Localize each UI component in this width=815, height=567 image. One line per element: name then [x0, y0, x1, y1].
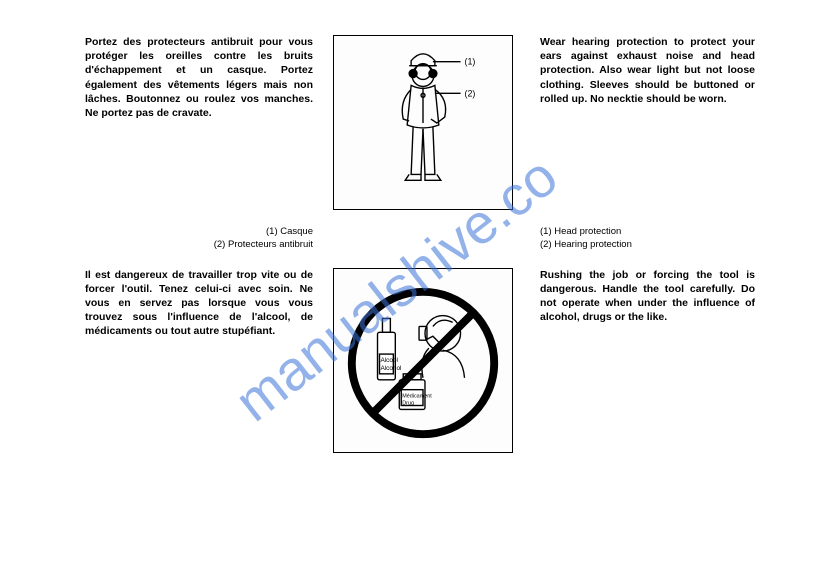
caption-en-2: (2) Hearing protection — [540, 239, 755, 252]
svg-text:Drug: Drug — [402, 400, 414, 406]
figure-2-prohibition: Alcool Alcohol Médicament Drug — [333, 268, 513, 453]
caption-fr-2: (2) Protecteurs antibruit — [85, 239, 313, 252]
section-2: Il est dangereux de travailler trop vite… — [85, 268, 755, 453]
figure-1-worker: (1) (2) — [333, 35, 513, 210]
svg-text:Alcohol: Alcohol — [380, 365, 401, 372]
section2-french-text: Il est dangereux de travailler trop vite… — [85, 268, 313, 339]
section1-english-text: Wear hearing protection to protect your … — [540, 35, 755, 106]
callout-1: (1) — [464, 57, 475, 67]
caption-row-1: (1) Casque (2) Protecteurs antibruit (1)… — [85, 222, 755, 252]
section1-french-text: Portez des protecteurs antibruit pour vo… — [85, 35, 313, 120]
svg-text:Médicament: Médicament — [402, 393, 432, 399]
document-page: Portez des protecteurs antibruit pour vo… — [0, 0, 815, 567]
section2-english-text: Rushing the job or forcing the tool is d… — [540, 268, 755, 325]
caption-fr-1: (1) Casque — [85, 226, 313, 239]
callout-2: (2) — [464, 88, 475, 98]
section-1: Portez des protecteurs antibruit pour vo… — [85, 35, 755, 210]
caption-en-1: (1) Head protection — [540, 226, 755, 239]
svg-text:Alcool: Alcool — [380, 357, 397, 364]
